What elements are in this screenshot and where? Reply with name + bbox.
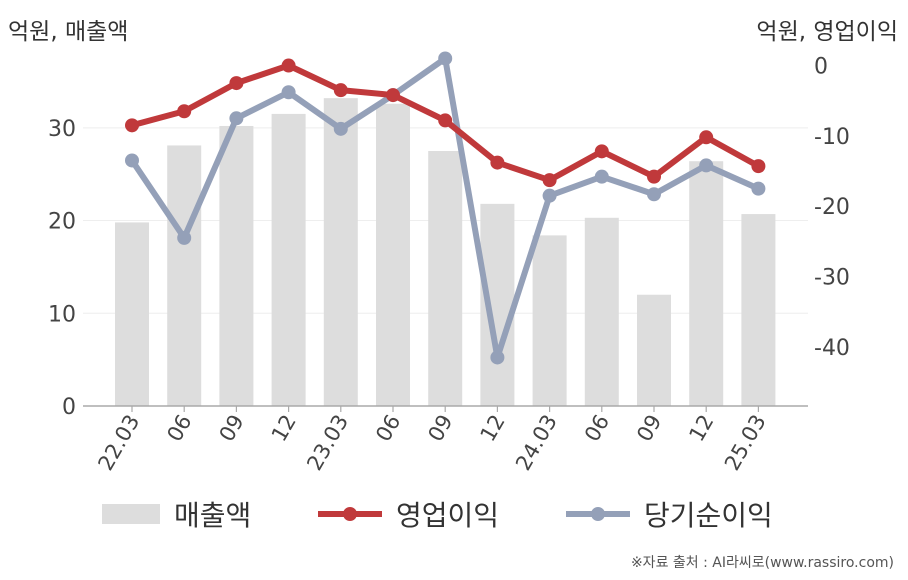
- legend-swatch-net-line: [566, 507, 630, 521]
- operating-profit-point: [386, 88, 400, 103]
- x-tick-label: 06: [580, 411, 614, 446]
- profit-lines: [125, 51, 766, 365]
- legend-label-revenue: 매출액: [174, 499, 252, 532]
- x-tick-label: 23.03: [302, 411, 353, 475]
- net-profit-point: [699, 158, 714, 173]
- y-right-tick-label: -40: [814, 336, 850, 361]
- operating-profit-point: [647, 169, 661, 184]
- legend-item-net-profit: 당기순이익: [566, 492, 773, 536]
- legend-item-operating-profit: 영업이익: [318, 492, 499, 536]
- legend-swatch-bar: [102, 504, 160, 524]
- revenue-bar: [532, 235, 567, 406]
- net-profit-point: [751, 181, 766, 196]
- legend-label-operating-profit: 영업이익: [396, 499, 500, 532]
- net-profit-point: [333, 121, 348, 136]
- operating-profit-point: [699, 130, 714, 145]
- net-profit-point: [594, 169, 609, 184]
- net-profit-point: [542, 188, 557, 203]
- operating-profit-point: [751, 159, 766, 174]
- legend-item-revenue: 매출액: [102, 492, 251, 536]
- revenue-bar: [271, 113, 306, 406]
- x-tick-label: 12: [684, 411, 718, 446]
- legend: 매출액 영업이익 당기순이익: [0, 492, 908, 536]
- operating-profit-point: [594, 144, 609, 159]
- net-profit-point: [177, 230, 192, 245]
- operating-profit-point: [177, 104, 192, 119]
- operating-profit-point: [125, 118, 139, 133]
- revenue-bar: [637, 294, 671, 406]
- x-tick-label: 06: [371, 411, 405, 446]
- operating-profit-point: [281, 58, 296, 73]
- x-tick-label: 12: [267, 411, 301, 446]
- y-right-tick-label: -30: [814, 266, 850, 291]
- y-left-tick-label: 10: [48, 302, 76, 327]
- x-tick-label: 06: [162, 411, 196, 446]
- net-profit-point: [125, 153, 139, 168]
- operating-profit-point: [333, 83, 348, 98]
- revenue-bar: [323, 98, 358, 406]
- y-left-tick-label: 20: [48, 210, 76, 235]
- revenue-bar: [376, 103, 410, 406]
- y-right-tick-label: -10: [814, 125, 850, 150]
- revenue-bar: [219, 125, 254, 406]
- revenue-bar: [115, 222, 149, 406]
- operating-profit-point: [490, 155, 505, 170]
- net-profit-point: [438, 51, 453, 66]
- net-profit-point: [229, 111, 244, 126]
- axes: [83, 405, 808, 412]
- y-left-tick-label: 30: [48, 117, 76, 142]
- legend-label-net-profit: 당기순이익: [644, 499, 773, 532]
- right-axis-unit: 억원, 영업이익: [756, 19, 898, 45]
- revenue-bars: [115, 98, 776, 406]
- operating-profit-point: [229, 76, 244, 91]
- x-tick-label: 09: [423, 411, 457, 446]
- net-profit-point: [490, 350, 505, 365]
- operating-profit-point: [542, 173, 557, 188]
- x-tick-label: 24.03: [511, 411, 562, 475]
- x-tick-label: 12: [476, 411, 510, 446]
- x-tick-label: 09: [215, 411, 249, 446]
- left-axis-unit: 억원, 매출액: [8, 19, 129, 45]
- revenue-bar: [741, 214, 776, 406]
- x-tick-label: 22.03: [93, 411, 144, 475]
- revenue-bar: [689, 161, 724, 406]
- legend-swatch-op-line: [318, 507, 382, 521]
- y-right-tick-label: -20: [814, 195, 850, 220]
- operating-profit-point: [438, 113, 453, 128]
- x-tick-label: 25.03: [720, 411, 771, 475]
- source-note: ※자료 출처 : AI라씨로(www.rassiro.com): [630, 555, 894, 571]
- y-left-tick-label: 0: [62, 395, 76, 420]
- revenue-bar: [584, 217, 619, 406]
- y-right-tick-label: 0: [814, 55, 828, 80]
- net-profit-point: [647, 187, 661, 202]
- revenue-bar: [428, 151, 463, 406]
- net-profit-point: [281, 85, 296, 100]
- revenue-bar: [167, 145, 202, 406]
- x-tick-label: 09: [632, 411, 666, 446]
